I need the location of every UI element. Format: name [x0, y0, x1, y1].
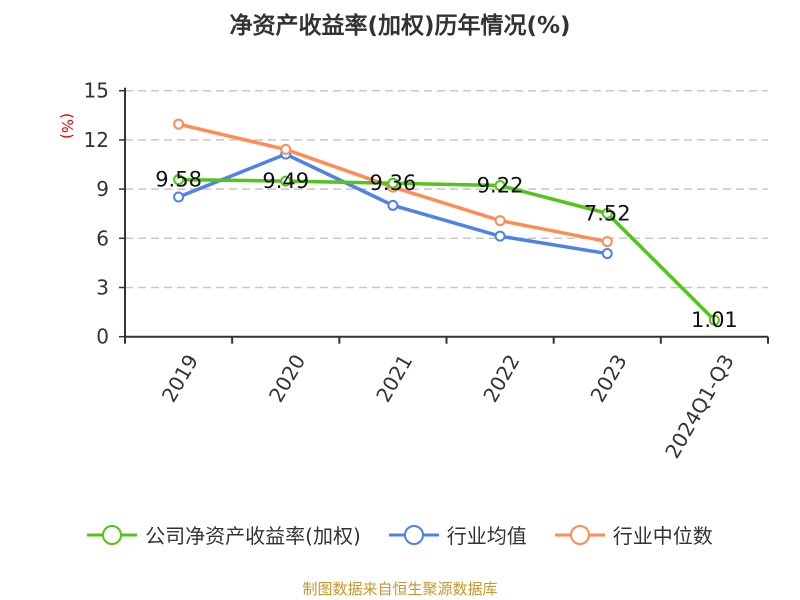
data-point [387, 177, 399, 189]
y-tick-label: 0 [96, 325, 109, 349]
data-point [173, 118, 185, 130]
x-tick-label: 2021 [371, 350, 417, 406]
y-tick-label: 12 [84, 128, 109, 152]
data-point [708, 314, 720, 326]
data-point [601, 207, 613, 219]
chart-title: 净资产收益率(加权)历年情况(%) [229, 13, 571, 39]
data-label: 7.52 [584, 201, 631, 225]
data-label: 9.36 [370, 171, 417, 195]
data-point [173, 191, 185, 203]
data-point [601, 236, 613, 248]
legend-marker-icon [87, 524, 138, 545]
y-tick-label: 3 [96, 276, 109, 300]
y-tick-label: 6 [96, 226, 109, 250]
data-label: 9.58 [155, 168, 202, 192]
data-point [280, 143, 292, 155]
data-point [280, 175, 292, 187]
x-tick-label: 2020 [264, 350, 310, 406]
data-label: 9.49 [262, 169, 309, 193]
data-point [494, 230, 506, 242]
data-label: 1.01 [691, 308, 738, 332]
legend-label: 公司净资产收益率(加权) [145, 524, 361, 548]
legend-label: 行业均值 [446, 524, 527, 548]
data-point [494, 215, 506, 227]
series-line-0 [178, 177, 716, 322]
legend-item[interactable]: 行业中位数 [554, 520, 713, 549]
source-note: 制图数据来自恒生聚源数据库 [302, 580, 498, 598]
y-tick-label: 15 [84, 79, 109, 103]
y-tick-label: 9 [96, 177, 109, 201]
legend-item[interactable]: 行业均值 [388, 520, 527, 549]
data-point [173, 174, 185, 186]
data-point [387, 199, 399, 211]
data-label: 9.22 [477, 173, 524, 197]
data-point [494, 179, 506, 191]
legend-item[interactable]: 公司净资产收益率(加权) [87, 520, 361, 549]
x-tick-label: 2019 [157, 350, 203, 406]
legend-marker-icon [388, 524, 439, 545]
data-point [601, 248, 613, 260]
x-tick-label: 2024Q1-Q3 [660, 350, 739, 462]
x-tick-label: 2023 [585, 350, 631, 406]
x-tick-label: 2022 [478, 350, 524, 406]
legend-label: 行业中位数 [612, 524, 713, 548]
legend: 公司净资产收益率(加权) 行业均值 行业中位数 [0, 520, 800, 549]
legend-marker-icon [554, 524, 605, 545]
y-axis-label: (%) [58, 113, 76, 139]
